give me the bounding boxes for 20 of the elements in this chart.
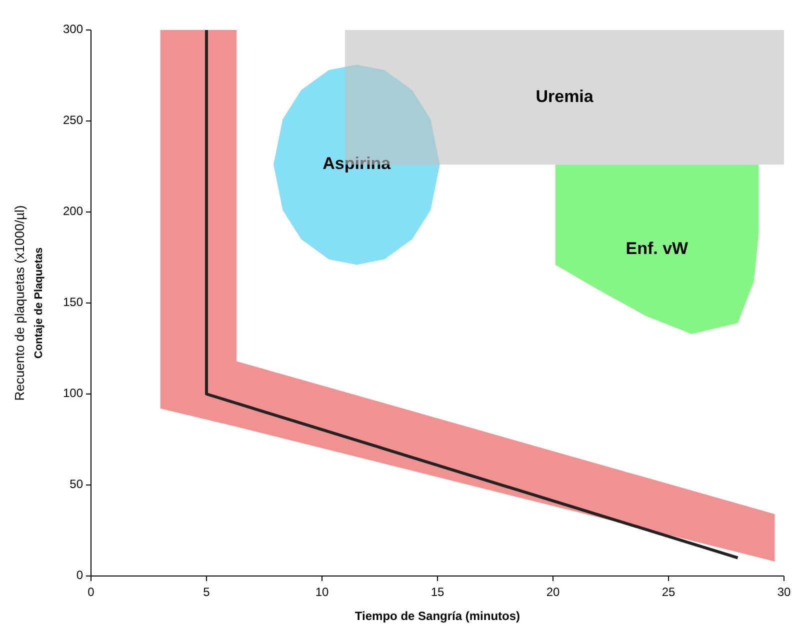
- x-axis-title: Tiempo de Sangría (minutos): [354, 609, 520, 623]
- series-label: Uremia: [536, 86, 594, 106]
- x-tick-label: 5: [203, 585, 210, 599]
- series-label: Enf. vW: [626, 238, 690, 258]
- x-tick-label: 15: [430, 585, 444, 599]
- x-tick-label: 20: [546, 585, 560, 599]
- y-tick-label: 300: [62, 22, 84, 36]
- y-tick-label: 200: [62, 204, 84, 218]
- y-tick-label: 0: [76, 568, 84, 582]
- y-tick-label: 100: [62, 386, 84, 400]
- y-tick-label: 150: [62, 295, 84, 310]
- x-tick-label: 30: [777, 585, 791, 599]
- y-tick-label: 250: [62, 113, 84, 128]
- x-tick-label: 0: [88, 585, 95, 599]
- x-tick-label: 25: [662, 585, 676, 599]
- y-axis-title: Recuento de plaquetas (x1000/µl): [12, 205, 27, 401]
- series-label: Aspirina: [322, 154, 392, 174]
- y-tick-label: 50: [70, 477, 84, 492]
- text: Contaje de Plaquetas: [33, 247, 45, 359]
- x-tick-label: 10: [315, 585, 329, 599]
